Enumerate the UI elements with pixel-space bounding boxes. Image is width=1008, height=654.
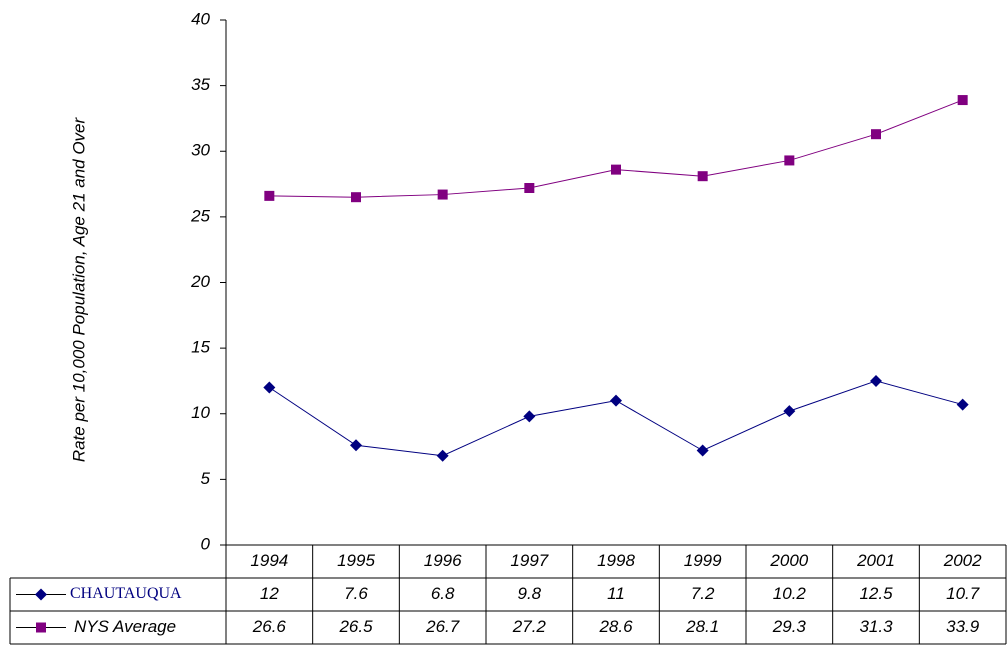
table-value: 29.3 <box>772 617 807 636</box>
table-value: 11 <box>607 584 625 603</box>
y-tick-label: 20 <box>190 272 210 291</box>
x-tick-label: 2001 <box>856 551 895 570</box>
series-line <box>269 99 963 198</box>
table-value: 26.5 <box>338 617 373 636</box>
table-value: 7.2 <box>691 584 715 603</box>
x-tick-label: 1995 <box>337 551 375 570</box>
table-value: 6.8 <box>431 584 455 603</box>
marker <box>350 439 362 452</box>
table-value: 10.7 <box>946 584 980 603</box>
x-tick-label: 1999 <box>684 551 722 570</box>
legend-label: CHAUTAUQUA <box>70 585 182 602</box>
x-tick-label: 1998 <box>597 551 635 570</box>
table-value: 12.5 <box>859 584 893 603</box>
marker <box>697 171 708 182</box>
table-value: 28.6 <box>598 617 633 636</box>
table-value: 9.8 <box>518 584 542 603</box>
marker <box>524 183 535 193</box>
marker <box>523 410 536 423</box>
y-tick-label: 0 <box>201 534 211 553</box>
marker <box>351 192 361 203</box>
table-value: 27.2 <box>512 617 547 636</box>
marker <box>957 95 968 106</box>
marker <box>784 155 795 166</box>
table-value: 28.1 <box>685 617 719 636</box>
marker <box>783 405 796 418</box>
marker <box>264 190 275 201</box>
y-tick-label: 35 <box>191 75 210 94</box>
table-value: 12 <box>260 584 279 603</box>
marker <box>611 164 621 175</box>
table-value: 33.9 <box>946 617 980 636</box>
legend-key-marker <box>35 588 47 601</box>
x-tick-label: 1994 <box>250 551 288 570</box>
y-axis-label: Rate per 10,000 Population, Age 21 and O… <box>69 117 88 463</box>
y-tick-label: 15 <box>191 338 210 357</box>
marker <box>436 449 449 462</box>
legend-label: NYS Average <box>74 617 176 636</box>
table-value: 7.6 <box>344 584 368 603</box>
series-line <box>269 380 963 457</box>
x-tick-label: 2002 <box>943 551 982 570</box>
y-tick-label: 10 <box>191 403 210 422</box>
legend-key-marker <box>36 622 46 633</box>
marker <box>263 381 276 394</box>
marker <box>870 374 882 387</box>
y-tick-label: 40 <box>191 9 210 28</box>
x-tick-label: 1996 <box>424 551 462 570</box>
y-tick-label: 5 <box>201 469 211 488</box>
y-tick-label: 30 <box>191 141 210 160</box>
x-tick-label: 1997 <box>510 551 548 570</box>
marker <box>437 189 448 200</box>
marker <box>610 394 622 407</box>
table-value: 26.7 <box>425 617 460 636</box>
table-value: 31.3 <box>859 617 893 636</box>
table-value: 26.6 <box>252 617 287 636</box>
marker <box>696 444 709 457</box>
marker <box>871 129 881 140</box>
x-tick-label: 2000 <box>769 551 808 570</box>
table-value: 10.2 <box>773 584 807 603</box>
y-tick-label: 25 <box>190 206 210 225</box>
marker <box>956 398 969 411</box>
